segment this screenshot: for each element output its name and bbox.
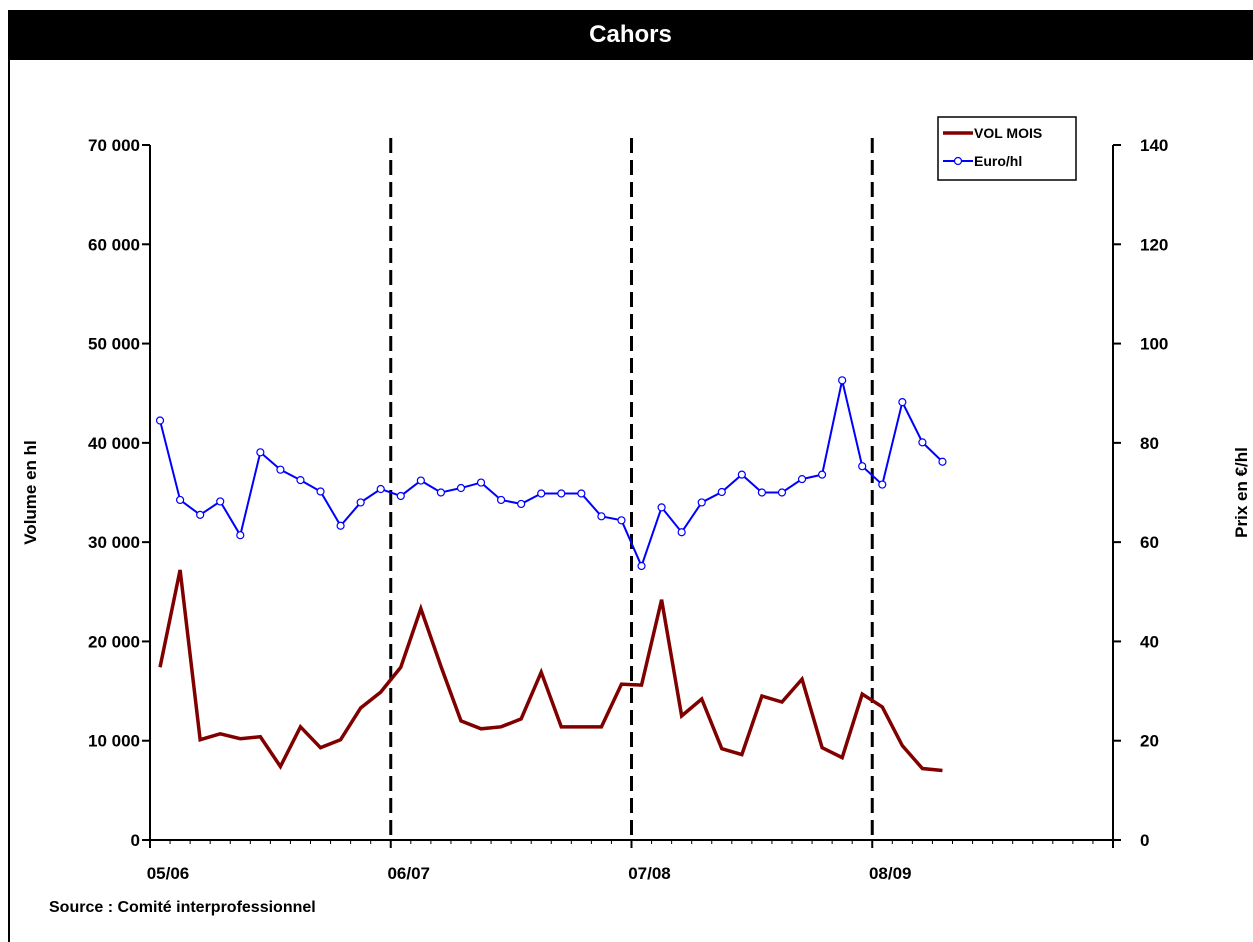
data-point <box>717 487 726 497</box>
data-point <box>336 521 345 530</box>
frame-left-border <box>8 60 10 942</box>
data-point <box>858 462 867 471</box>
data-point <box>637 561 646 571</box>
data-point <box>597 512 606 521</box>
data-point <box>396 491 405 501</box>
left-y-tick-label: 30 000 <box>88 533 140 552</box>
x-tick-label: 07/08 <box>628 864 671 883</box>
right-y-tick-label: 0 <box>1140 831 1149 850</box>
source-note: Source : Comité interprofessionnel <box>49 899 316 916</box>
data-point <box>476 478 486 487</box>
data-point <box>256 448 265 457</box>
left-y-tick-label: 40 000 <box>88 434 140 453</box>
data-point <box>657 503 666 512</box>
series-line <box>159 380 944 569</box>
legend-box <box>937 116 1077 181</box>
series-line <box>158 569 943 773</box>
left-y-tick-label: 0 <box>131 831 140 850</box>
data-point <box>557 489 566 498</box>
legend-item: Euro/hl <box>943 153 1022 169</box>
left-y-tick-label: 60 000 <box>88 235 140 254</box>
right-y-tick-label: 100 <box>1140 335 1168 354</box>
legend-marker <box>953 156 963 166</box>
x-tick-label: 06/07 <box>387 864 430 883</box>
data-point <box>918 438 927 447</box>
data-point <box>276 465 285 474</box>
data-point <box>677 528 686 537</box>
right-y-tick-label: 20 <box>1140 732 1159 751</box>
data-point <box>757 488 767 497</box>
legend-label: VOL MOIS <box>974 125 1042 141</box>
left-y-tick-label: 70 000 <box>88 136 140 155</box>
right-y-tick-label: 80 <box>1140 434 1159 453</box>
right-y-tick-label: 120 <box>1140 235 1168 254</box>
data-point <box>697 498 706 507</box>
legend-item: VOL MOIS <box>943 125 1042 141</box>
x-tick-label: 05/06 <box>147 864 190 883</box>
data-point <box>155 416 165 425</box>
right-y-tick-label: 60 <box>1140 533 1159 552</box>
data-point <box>196 510 205 519</box>
left-y-tick-label: 10 000 <box>88 732 140 751</box>
data-point <box>617 516 626 525</box>
series-euro-hl <box>155 376 947 571</box>
data-point <box>316 487 325 496</box>
data-point <box>517 499 526 509</box>
legend: VOL MOIS Euro/hl <box>937 116 1077 181</box>
data-point <box>838 376 847 385</box>
legend-label: Euro/hl <box>974 153 1022 169</box>
axes <box>142 144 1121 848</box>
campaign-separators <box>389 138 874 840</box>
left-y-tick-label: 50 000 <box>88 335 140 354</box>
data-point <box>456 483 466 493</box>
data-point <box>938 457 947 466</box>
data-point <box>898 398 907 407</box>
data-point <box>175 495 185 505</box>
series-layer <box>155 376 947 773</box>
right-y-tick-label: 140 <box>1140 136 1168 155</box>
data-point <box>577 489 586 498</box>
left-y-axis-title: Volume en hl <box>21 440 40 545</box>
data-point <box>356 498 365 507</box>
data-point <box>797 474 807 484</box>
data-point <box>436 488 446 497</box>
left-y-tick-label: 20 000 <box>88 632 140 651</box>
data-point <box>878 480 887 489</box>
data-point <box>496 495 506 505</box>
data-point <box>777 488 787 497</box>
axis-labels: 0 10 000 20 000 30 000 40 000 50 000 60 000 70 … <box>21 136 1251 883</box>
data-point <box>537 489 546 498</box>
series-vol-mois <box>158 569 943 773</box>
right-y-axis-title: Prix en €/hl <box>1232 447 1251 538</box>
data-point <box>416 476 425 485</box>
right-y-tick-label: 40 <box>1140 632 1159 651</box>
x-tick-label: 08/09 <box>869 864 912 883</box>
data-point <box>817 470 827 479</box>
data-point <box>376 484 385 494</box>
data-point <box>737 470 746 479</box>
data-point <box>236 531 245 540</box>
data-point <box>216 497 225 506</box>
chart-title: Cahors <box>8 10 1253 60</box>
data-point <box>296 475 305 485</box>
